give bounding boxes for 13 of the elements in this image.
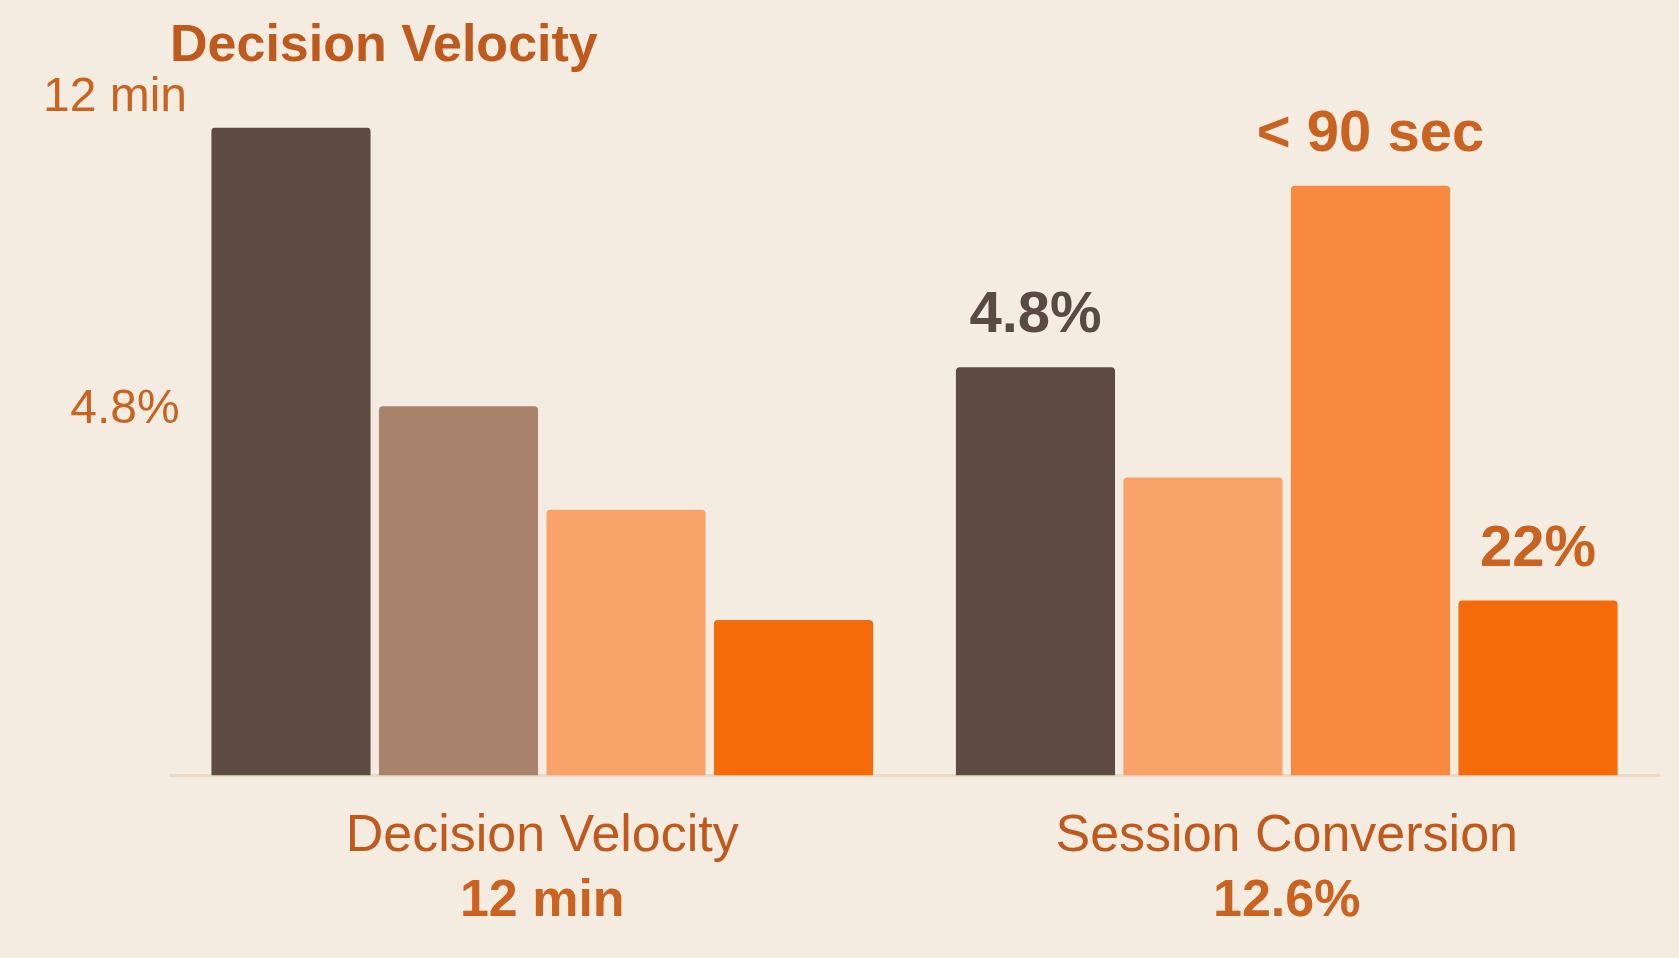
bar — [1290, 185, 1451, 776]
annotation: 4.8% — [969, 279, 1102, 345]
annotation: < 90 sec — [1256, 97, 1485, 163]
bar — [955, 367, 1116, 776]
bar — [378, 406, 539, 776]
bar — [1458, 600, 1618, 776]
annotation: 22% — [1479, 512, 1597, 578]
text: 12.6% — [1213, 868, 1361, 927]
x-tick-label: Session Conversion — [1055, 804, 1518, 863]
text: 12 min — [459, 868, 625, 927]
bar — [713, 620, 874, 776]
bar — [211, 127, 371, 776]
annotation: 4.8% — [70, 380, 180, 434]
